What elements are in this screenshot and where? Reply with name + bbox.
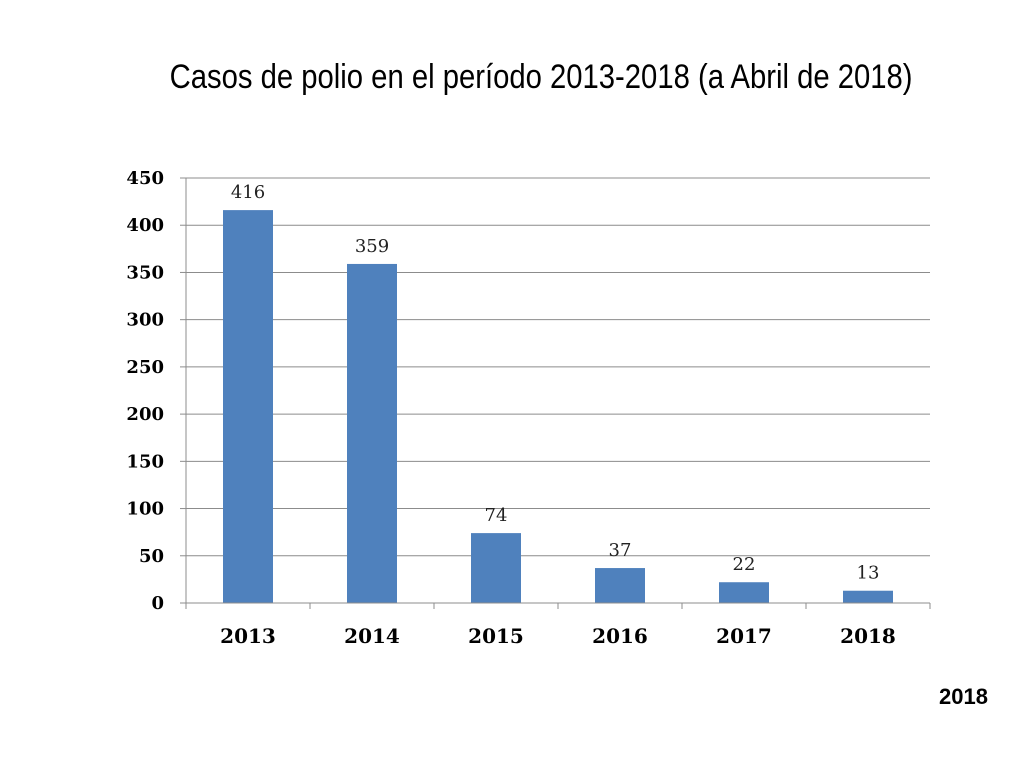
y-tick-label: 400	[126, 215, 164, 236]
y-tick-label: 300	[126, 310, 164, 331]
y-tick-label: 150	[126, 451, 164, 472]
x-tick-labels: 2013 2014 2015 2016 2017 2018	[220, 624, 896, 648]
bar-2014	[347, 263, 397, 603]
data-label-2016: 37	[609, 540, 632, 561]
y-tick-label: 0	[151, 593, 164, 614]
bar-2015	[471, 533, 521, 603]
bar-2018	[843, 590, 893, 603]
bar-2016	[595, 568, 645, 603]
bar-2013	[223, 210, 273, 603]
y-tick-label: 200	[126, 404, 164, 425]
data-label-2017: 22	[733, 554, 756, 575]
y-tick-label: 450	[126, 168, 164, 189]
gridlines	[186, 177, 930, 557]
y-tick-label: 50	[139, 546, 164, 567]
footer-year-label: 2018	[939, 684, 988, 709]
x-tick-label-2015: 2015	[468, 624, 524, 648]
y-tick-labels: 0 50 100 150 200 250 300 350 400 450	[126, 168, 164, 614]
x-tick-label-2018: 2018	[840, 624, 896, 648]
y-tick-label: 350	[126, 262, 164, 283]
x-tick-label-2017: 2017	[716, 624, 772, 648]
y-tick-label: 250	[126, 357, 164, 378]
data-label-2018: 13	[857, 563, 880, 584]
x-tick-label-2014: 2014	[344, 624, 400, 648]
data-label-2015: 74	[485, 505, 508, 526]
bar-2017	[719, 582, 769, 603]
y-tick-label: 100	[126, 499, 164, 520]
bars	[223, 210, 893, 603]
chart-title: Casos de polio en el período 2013-2018 (…	[169, 58, 913, 96]
data-label-2014: 359	[355, 236, 389, 257]
data-label-2013: 416	[231, 182, 265, 203]
x-tick-label-2013: 2013	[220, 624, 276, 648]
axes	[180, 177, 931, 609]
data-labels: 416 359 74 37 22 13	[231, 182, 880, 584]
x-tick-label-2016: 2016	[592, 624, 648, 648]
